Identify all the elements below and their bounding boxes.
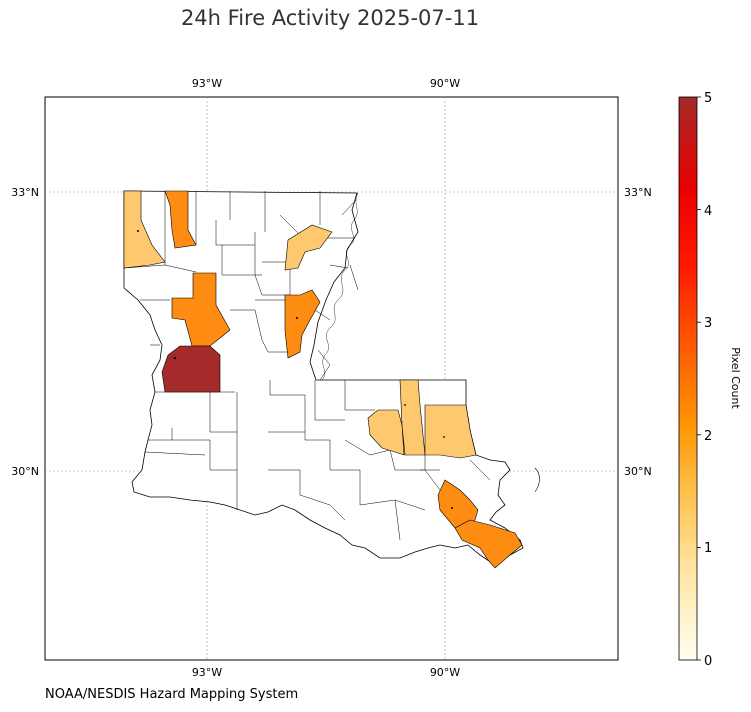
colorbar-tick-5: 5	[704, 91, 712, 106]
parish-fire-tangipahoa	[424, 404, 477, 459]
parish-fire-webster	[164, 190, 197, 249]
colorbar-tick-3: 3	[704, 316, 712, 331]
map-title: 24h Fire Activity 2025-07-11	[180, 6, 480, 30]
colorbar: 0 1 2 3 4 5 Pixel Count	[678, 91, 742, 669]
parish-fire-plaquemines-south	[454, 519, 523, 569]
colorbar-gradient	[678, 96, 698, 661]
fire-detections	[137, 230, 453, 509]
fire-point	[451, 507, 453, 509]
fire-point	[296, 317, 298, 319]
lat-tick-left-33n: 33°N	[11, 186, 39, 199]
parish-fire-caldwell	[284, 289, 321, 359]
lon-tick-top-93w: 93°W	[192, 77, 222, 90]
fire-point	[173, 356, 177, 360]
colorbar-tick-4: 4	[704, 204, 712, 219]
lat-tick-right-33n: 33°N	[624, 186, 652, 199]
lat-tick-left-30n: 30°N	[11, 465, 39, 478]
lon-tick-top-90w: 90°W	[430, 77, 460, 90]
lon-tick-bottom-90w: 90°W	[430, 666, 460, 679]
colorbar-tick-2: 2	[704, 429, 712, 444]
fire-point	[443, 436, 445, 438]
parish-boundaries	[123, 191, 491, 541]
fire-point	[137, 230, 139, 232]
parish-fire-vernon	[161, 345, 221, 393]
parish-fire-caddo	[123, 190, 166, 269]
lat-tick-right-30n: 30°N	[624, 465, 652, 478]
parish-fire-ouachita	[284, 224, 333, 271]
map-frame	[44, 96, 619, 661]
lon-tick-bottom-93w: 93°W	[192, 666, 222, 679]
parish-fire-east-feliciana	[367, 409, 405, 456]
colorbar-label: Pixel Count	[729, 347, 742, 409]
louisiana-outline	[123, 190, 524, 566]
chandeleur-islands	[534, 467, 540, 493]
mississippi-river	[321, 192, 359, 381]
fire-point	[404, 404, 406, 406]
colorbar-tick-1: 1	[704, 541, 712, 556]
data-source-credit: NOAA/NESDIS Hazard Mapping System	[45, 687, 299, 702]
colorbar-tick-0: 0	[704, 654, 712, 669]
